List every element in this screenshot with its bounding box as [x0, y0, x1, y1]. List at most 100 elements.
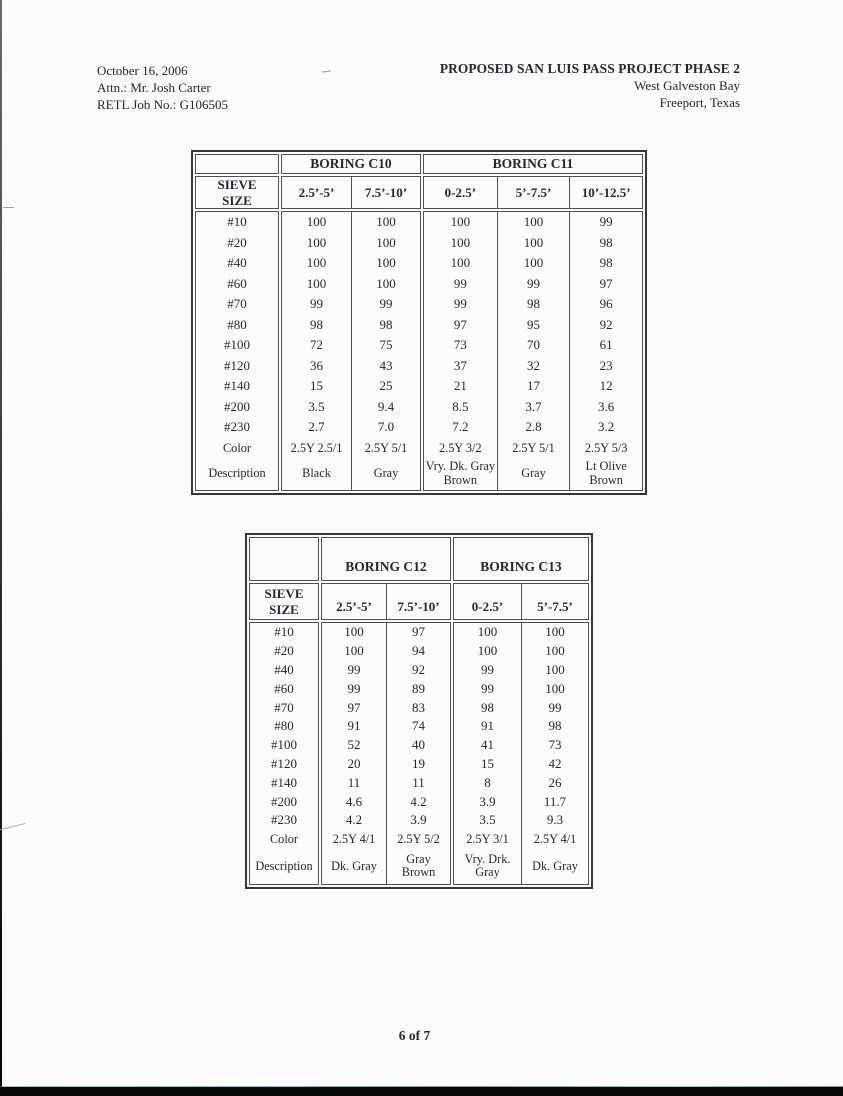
data-cell: 3.5 [308, 398, 325, 414]
data-cell: 83 [386, 698, 450, 717]
data-cell: 3.9 [479, 793, 496, 809]
data-cell: 20 [347, 755, 361, 771]
depth-column-header: 2.5’-5’ [336, 599, 372, 614]
data-cell: 2.8 [496, 417, 570, 438]
sieve-row-label: #100 [224, 337, 250, 353]
data-cell: Vry. Dk. Gray Brown [425, 459, 496, 488]
data-cell: 9.4 [351, 396, 420, 417]
data-cell: 99 [347, 661, 361, 677]
data-cell: 73 [453, 337, 467, 353]
boring-data-block: 100 100 100 99 99 97 73 37 21 8.5 7.2 2.5Y 3/2 Vry. … [423, 211, 643, 491]
data-cell: 75 [351, 335, 420, 356]
sieve-row-label: #40 [274, 661, 294, 677]
data-cell: 2.5Y 3/2 [439, 440, 482, 455]
data-cell: 97 [347, 699, 361, 715]
data-cell: 3.7 [496, 396, 570, 417]
table-corner-cell [195, 154, 279, 174]
scan-mark-artifact [3, 207, 14, 208]
depth-header-row: 0-2.5’ 5’-7.5’ [453, 583, 589, 620]
data-cell: 99 [347, 680, 361, 696]
data-cell: 98 [351, 314, 420, 335]
depth-column-header: 5’-7.5’ [496, 177, 570, 208]
sieve-row-label: #70 [227, 296, 247, 312]
data-cell: 98 [569, 232, 642, 253]
depth-header-row: 0-2.5’ 5’-7.5’ 10’-12.5’ [423, 176, 643, 209]
data-cell: 100 [344, 643, 364, 659]
data-cell: 11 [347, 774, 361, 790]
data-cell: 99 [481, 680, 494, 696]
sieve-row-label: #60 [274, 680, 294, 696]
depth-column-header: 5’-7.5’ [521, 584, 588, 619]
data-cell: 96 [569, 294, 642, 315]
data-cell: 2.5Y 5/1 [496, 437, 570, 459]
data-cell: 2.5Y 5/1 [351, 437, 420, 459]
data-cell: 91 [347, 718, 361, 734]
data-cell: 100 [306, 275, 327, 291]
scan-bottom-band-artifact [0, 1086, 843, 1096]
scan-mark-artifact [0, 822, 26, 831]
data-cell: 100 [450, 255, 471, 271]
depth-column-header: 10’-12.5’ [569, 177, 642, 208]
boring-group-title: BORING C12 [321, 537, 451, 581]
sieve-row-label: #100 [271, 737, 297, 753]
data-cell: 3.9 [386, 810, 450, 830]
data-cell: 100 [521, 679, 588, 699]
data-cell: 52 [347, 737, 361, 753]
data-cell: 100 [351, 232, 420, 253]
letterhead-left-block: October 16, 2006 Attn.: Mr. Josh Carter … [97, 63, 228, 113]
data-cell: 11.7 [521, 792, 588, 811]
data-cell: 97 [569, 273, 642, 294]
data-cell: 2.5Y 5/3 [569, 437, 642, 459]
data-cell: 41 [481, 737, 494, 753]
data-cell: 3.2 [569, 417, 642, 438]
data-cell: Dk. Gray [331, 858, 377, 873]
sieve-row-label: #60 [227, 275, 247, 291]
project-location: West Galveston Bay [634, 77, 740, 93]
scan-mark-artifact [321, 70, 332, 73]
letter-attention: Attn.: Mr. Josh Carter [97, 79, 211, 95]
data-cell: 43 [351, 355, 420, 376]
sieve-analysis-table-2: BORING C12 BORING C13 SIEVE SIZE 2.5’-5’ 7.5… [245, 533, 593, 889]
data-cell: 2.5Y 3/1 [466, 831, 509, 846]
data-cell: 42 [521, 754, 588, 774]
data-cell: 23 [569, 355, 642, 376]
data-cell: Black [302, 466, 331, 481]
data-cell: 25 [351, 376, 420, 397]
data-cell: Gray [496, 458, 570, 490]
data-cell: Vry. Drk. Gray [464, 851, 511, 880]
data-cell: 100 [351, 253, 420, 274]
data-cell: 2.5Y 2.5/1 [290, 440, 343, 455]
data-cell: 11 [386, 773, 450, 793]
data-cell: 100 [477, 624, 498, 640]
data-cell: 26 [521, 773, 588, 793]
sieve-row-label: #80 [274, 718, 294, 734]
letter-job-number: RETL Job No.: G106505 [97, 96, 228, 112]
boring-group-title: BORING C10 [281, 154, 421, 174]
data-cell: 98 [481, 699, 494, 715]
sieve-row-label: #200 [224, 398, 250, 414]
data-cell: 100 [351, 273, 420, 294]
data-cell: 100 [496, 253, 570, 274]
data-cell: 98 [496, 294, 570, 315]
sieve-row-label: #230 [271, 812, 297, 828]
data-cell: 99 [310, 296, 323, 312]
letter-date: October 16, 2006 [97, 63, 188, 78]
data-cell: 100 [306, 214, 327, 230]
data-cell: 73 [521, 735, 588, 755]
depth-column-header: 0-2.5’ [444, 184, 477, 200]
data-cell: 100 [496, 232, 570, 253]
sieve-row-label: Description [208, 466, 266, 481]
data-cell: 99 [453, 296, 467, 312]
data-cell: 2.5Y 4/1 [332, 831, 376, 846]
data-cell: Dk. Gray [521, 848, 588, 884]
data-cell: 89 [386, 679, 450, 699]
sieve-size-header: SIEVE SIZE [249, 583, 319, 620]
data-cell: 92 [569, 314, 642, 335]
data-cell: 100 [344, 624, 364, 640]
data-cell: 98 [569, 253, 642, 274]
data-cell: 17 [496, 376, 570, 397]
depth-header-row: 2.5’-5’ 7.5’-10’ [281, 176, 421, 209]
sieve-row-label: #230 [224, 419, 250, 435]
depth-column-header: 2.5’-5’ [298, 184, 335, 200]
